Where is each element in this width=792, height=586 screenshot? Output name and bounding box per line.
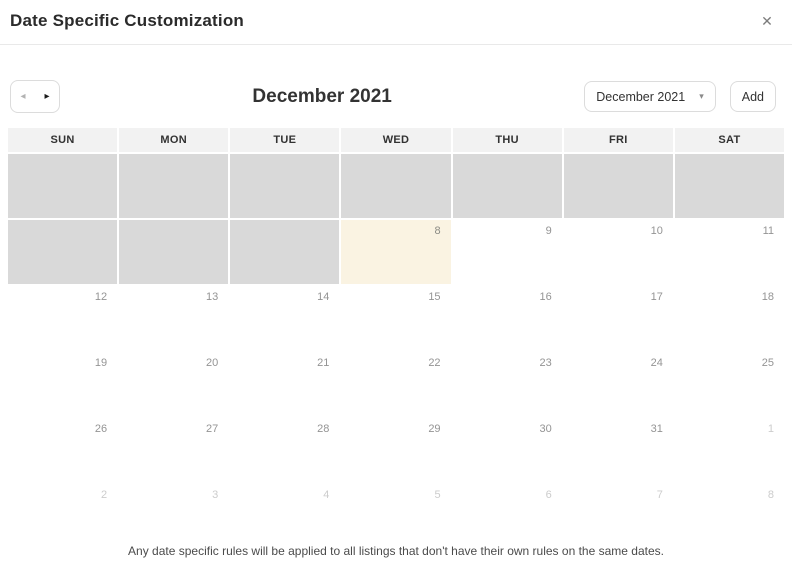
calendar-day-cell[interactable]: 29	[341, 418, 451, 482]
calendar-day-cell	[230, 154, 340, 218]
add-button[interactable]: Add	[729, 81, 776, 112]
calendar-day-cell[interactable]: 21	[230, 352, 340, 416]
calendar-day-cell: 4	[230, 484, 340, 532]
calendar-day-cell[interactable]: 27	[119, 418, 229, 482]
calendar-day-cell[interactable]: 26	[8, 418, 118, 482]
day-header-sun: SUN	[8, 128, 118, 152]
calendar-day-cell: 5	[341, 484, 451, 532]
calendar-day-cell[interactable]: 9	[452, 220, 562, 284]
calendar-day-cell[interactable]: 8	[341, 220, 451, 284]
next-month-button[interactable]: ▸	[35, 81, 59, 112]
close-icon: ✕	[761, 13, 773, 29]
calendar-day-cell[interactable]: 28	[230, 418, 340, 482]
day-header-thu: THU	[452, 128, 562, 152]
modal-title: Date Specific Customization	[10, 11, 244, 30]
calendar-toolbar: ◂ ▸ December 2021 December 2021 ▾ Add	[10, 80, 776, 113]
calendar-week-row: 19 20 21 22 23 24 25	[8, 352, 784, 416]
calendar-day-cell: 2	[8, 484, 118, 532]
calendar-day-cell[interactable]: 23	[452, 352, 562, 416]
calendar-day-cell: 8	[674, 484, 784, 532]
calendar-day-cell: 3	[119, 484, 229, 532]
calendar-day-cell	[341, 154, 451, 218]
calendar-day-cell: 6	[452, 484, 562, 532]
calendar-week-row: 26 27 28 29 30 31 1	[8, 418, 784, 482]
calendar: SUN MON TUE WED THU FRI SAT 8 9 10 11 12 13 14 15 16 17…	[8, 128, 784, 532]
calendar-day-cell[interactable]: 14	[230, 286, 340, 350]
calendar-day-cell[interactable]: 20	[119, 352, 229, 416]
calendar-day-cell	[563, 154, 673, 218]
chevron-left-icon: ◂	[20, 91, 26, 102]
calendar-day-cell	[452, 154, 562, 218]
calendar-day-cell	[119, 154, 229, 218]
day-header-fri: FRI	[563, 128, 673, 152]
calendar-day-cell: 7	[563, 484, 673, 532]
day-header-wed: WED	[341, 128, 451, 152]
calendar-day-cell[interactable]: 12	[8, 286, 118, 350]
day-header-row: SUN MON TUE WED THU FRI SAT	[8, 128, 784, 152]
modal-header: Date Specific Customization ✕	[0, 0, 792, 45]
calendar-week-row: 12 13 14 15 16 17 18	[8, 286, 784, 350]
calendar-day-cell	[8, 154, 118, 218]
calendar-grid: 8 9 10 11 12 13 14 15 16 17 18 19 20 21 22 23 24 25 26 27 28…	[8, 154, 784, 532]
month-title: December 2021	[252, 85, 392, 107]
calendar-week-row	[8, 154, 784, 218]
calendar-day-cell[interactable]: 25	[674, 352, 784, 416]
calendar-day-cell[interactable]: 31	[563, 418, 673, 482]
calendar-day-cell: 1	[674, 418, 784, 482]
chevron-right-icon: ▸	[44, 91, 50, 102]
month-nav-group: ◂ ▸	[10, 80, 60, 113]
calendar-day-cell[interactable]: 16	[452, 286, 562, 350]
day-header-sat: SAT	[674, 128, 784, 152]
calendar-day-cell[interactable]: 13	[119, 286, 229, 350]
calendar-day-cell[interactable]: 18	[674, 286, 784, 350]
chevron-down-icon: ▾	[699, 91, 704, 101]
calendar-day-cell[interactable]: 19	[8, 352, 118, 416]
day-header-mon: MON	[119, 128, 229, 152]
calendar-day-cell[interactable]: 22	[341, 352, 451, 416]
calendar-day-cell	[230, 220, 340, 284]
close-button[interactable]: ✕	[756, 10, 778, 32]
day-header-tue: TUE	[230, 128, 340, 152]
calendar-day-cell[interactable]: 10	[563, 220, 673, 284]
month-select-value: December 2021	[596, 89, 686, 104]
calendar-day-cell[interactable]: 15	[341, 286, 451, 350]
calendar-day-cell	[8, 220, 118, 284]
footer-note: Any date specific rules will be applied …	[128, 544, 664, 558]
month-select-dropdown[interactable]: December 2021 ▾	[584, 81, 716, 112]
prev-month-button[interactable]: ◂	[11, 81, 35, 112]
date-specific-customization-modal: Date Specific Customization ✕ ◂ ▸ Decemb…	[0, 0, 792, 558]
calendar-day-cell	[674, 154, 784, 218]
calendar-day-cell[interactable]: 30	[452, 418, 562, 482]
calendar-day-cell[interactable]: 17	[563, 286, 673, 350]
calendar-day-cell	[119, 220, 229, 284]
calendar-day-cell[interactable]: 11	[674, 220, 784, 284]
calendar-week-row: 8 9 10 11	[8, 220, 784, 284]
calendar-day-cell[interactable]: 24	[563, 352, 673, 416]
